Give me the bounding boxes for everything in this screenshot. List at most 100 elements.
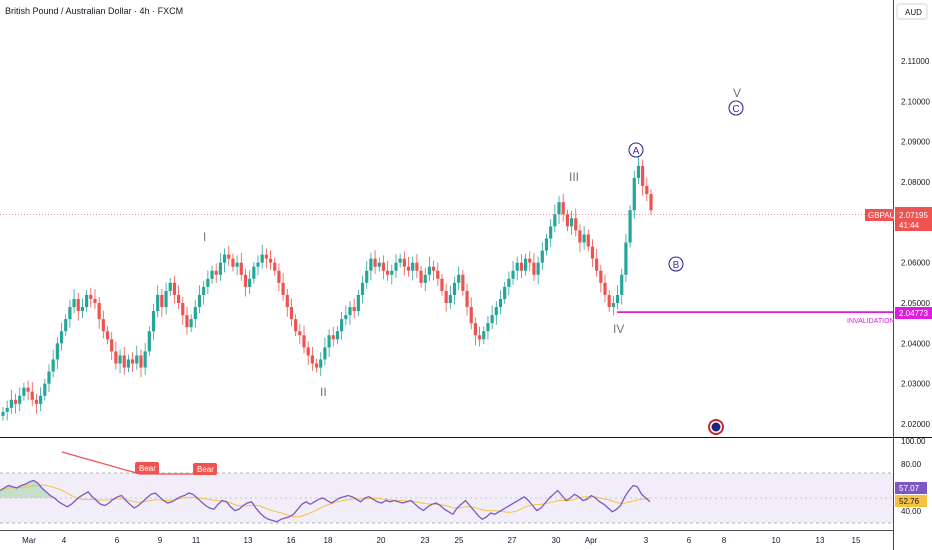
- divergence-line: [61, 451, 141, 475]
- candle-body: [394, 262, 398, 271]
- candle-body: [93, 298, 97, 303]
- candle-body: [340, 319, 344, 332]
- wave-circle-c: [728, 100, 744, 116]
- candle-body: [47, 371, 51, 384]
- candle-body: [9, 399, 13, 408]
- candle-body: [222, 254, 227, 263]
- candle-body: [97, 303, 101, 320]
- invalidation-label: INVALIDATION: [847, 318, 895, 325]
- svg-text:57.07: 57.07: [899, 484, 920, 493]
- candle-body: [231, 258, 235, 267]
- candle-body: [30, 391, 34, 400]
- candle-body: [176, 294, 181, 303]
- wave-label-5: V: [733, 86, 741, 100]
- svg-text:GBPAUD: GBPAUD: [868, 211, 901, 220]
- candle-body: [352, 307, 356, 312]
- candle-body: [490, 315, 494, 324]
- candle-body: [615, 294, 620, 303]
- y-tick-label: 2.05000: [901, 299, 930, 308]
- candle-body: [611, 303, 615, 308]
- candle-body: [432, 266, 436, 271]
- candle-body: [507, 278, 511, 287]
- candle-body: [457, 274, 461, 283]
- svg-text:41:44: 41:44: [899, 221, 920, 230]
- candle-body: [256, 262, 260, 267]
- candle-body: [561, 202, 565, 215]
- candle-body: [5, 407, 9, 412]
- svg-text:52.76: 52.76: [899, 497, 920, 506]
- candle-body: [26, 387, 30, 392]
- x-tick-label: 20: [377, 536, 386, 545]
- candle-body: [452, 282, 457, 295]
- rsi-value-tag: 57.07: [895, 482, 927, 494]
- candle-body: [423, 274, 427, 283]
- candle-body: [101, 319, 105, 332]
- currency-badge[interactable]: AUD: [896, 3, 928, 20]
- candle-body: [314, 363, 319, 368]
- y-tick-label: 2.08000: [901, 178, 930, 187]
- candle-body: [482, 331, 486, 340]
- candle-body: [18, 395, 22, 404]
- x-tick-label: 25: [455, 536, 464, 545]
- candle-body: [469, 307, 473, 324]
- rsi-tick-label: 40.00: [901, 507, 922, 516]
- candle-body: [515, 262, 519, 271]
- candle-body: [494, 307, 498, 316]
- candle-body: [22, 387, 26, 396]
- x-axis[interactable]: Mar 4 6 9 11 13 16 18 20 23 25 27 30 Apr 3 6 8 10 13 15: [22, 536, 861, 545]
- x-tick-label: 6: [115, 536, 120, 545]
- candle-body: [344, 315, 348, 320]
- candle-body: [151, 311, 156, 332]
- candle-body: [398, 258, 402, 263]
- event-icon[interactable]: [708, 419, 724, 435]
- rsi-line: [0, 479, 651, 523]
- candle-body: [118, 355, 122, 364]
- rsi-ma-line: [0, 484, 651, 518]
- candle-body: [252, 266, 256, 279]
- candle-body: [607, 294, 611, 308]
- wave-label-a: A: [633, 146, 640, 157]
- candle-body: [620, 274, 624, 295]
- candle-body: [365, 270, 369, 283]
- x-tick-label: 27: [508, 536, 517, 545]
- candle-body: [260, 254, 264, 263]
- candle-body: [122, 355, 126, 368]
- candle-body: [427, 266, 432, 275]
- candle-body: [574, 218, 578, 231]
- candle-body: [557, 202, 561, 215]
- x-tick-label: 6: [687, 536, 692, 545]
- candle-body: [139, 355, 143, 368]
- wave-label-c: C: [732, 104, 739, 115]
- y-tick-label: 2.10000: [901, 97, 930, 106]
- candle-body: [306, 347, 310, 356]
- candle-body: [565, 214, 569, 227]
- candle-body: [645, 186, 649, 195]
- candle-body: [641, 165, 645, 187]
- candle-body: [43, 383, 47, 396]
- candle-body: [218, 262, 222, 275]
- y-axis[interactable]: 2.020002.030002.040002.050002.060002.070…: [901, 57, 930, 429]
- candle-body: [477, 335, 482, 340]
- candle-body: [227, 254, 231, 259]
- x-tick-label: 9: [158, 536, 163, 545]
- candle-body: [39, 395, 43, 404]
- candle-body: [323, 347, 327, 360]
- candle-body: [632, 177, 636, 211]
- rsi-ma-tag: 52.76: [895, 495, 927, 507]
- candle-body: [80, 307, 85, 312]
- candle-body: [264, 254, 268, 259]
- wave-circle-a: [628, 142, 644, 158]
- x-tick-label: Mar: [22, 536, 36, 545]
- candle-body: [89, 294, 93, 299]
- candle-body: [105, 331, 110, 340]
- x-tick-label: 30: [552, 536, 561, 545]
- candle-body: [503, 286, 507, 299]
- candles: [1, 156, 653, 421]
- candle-body: [327, 335, 331, 348]
- x-tick-label: Apr: [585, 536, 598, 545]
- candle-body: [569, 218, 574, 227]
- candle-body: [156, 294, 160, 312]
- candle-body: [498, 298, 503, 308]
- y-tick-label: 2.02000: [901, 420, 930, 429]
